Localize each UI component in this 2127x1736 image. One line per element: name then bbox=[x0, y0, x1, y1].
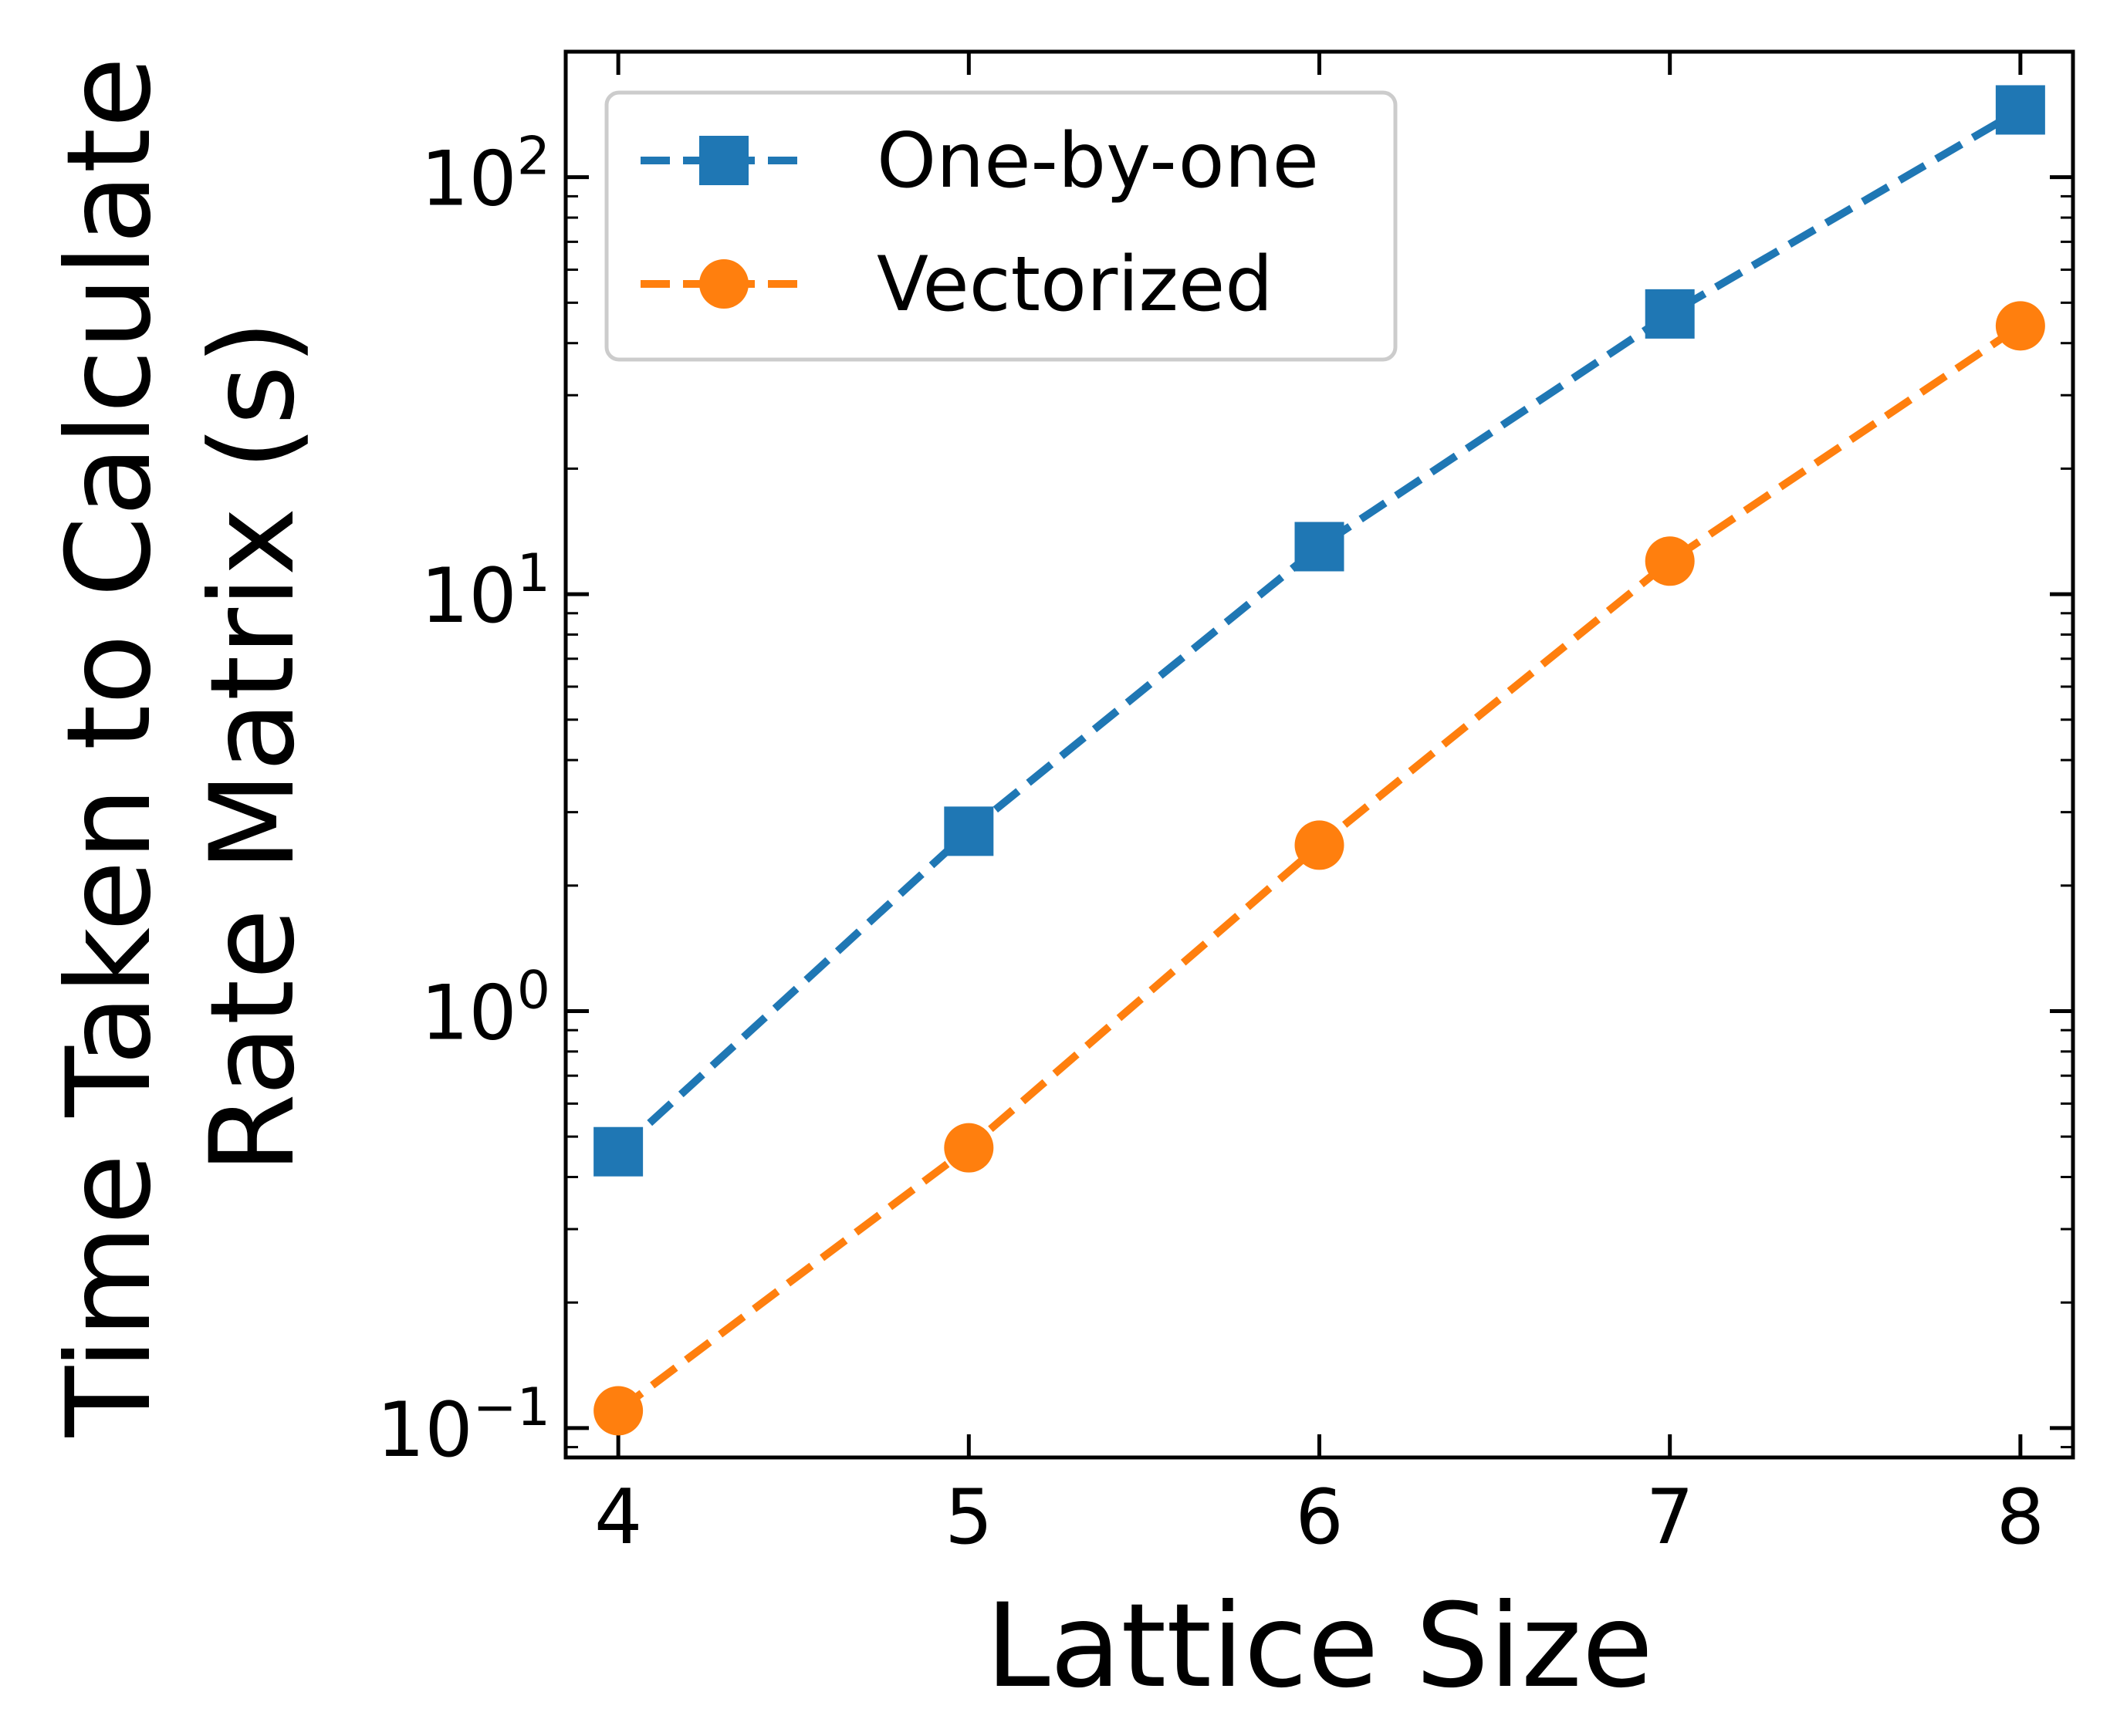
y-tick-label: 10−1 bbox=[377, 1377, 550, 1474]
y-axis-label-line-2: Rate Matrix (s) bbox=[186, 320, 320, 1174]
y-major-ticks: 10−1 100 101 102 bbox=[377, 127, 2073, 1474]
series-vectorized bbox=[593, 301, 2045, 1436]
plot-area-frame bbox=[563, 49, 2075, 1460]
legend-marker bbox=[699, 259, 749, 309]
legend-entry: Vectorized bbox=[641, 241, 1273, 329]
data-point bbox=[1294, 820, 1344, 870]
y-axis-label-line-1: Time Taken to Calculate bbox=[42, 57, 177, 1438]
x-axis-label: Lattice Size bbox=[986, 1579, 1653, 1714]
data-point bbox=[1645, 289, 1695, 339]
y-tick-label: 102 bbox=[421, 127, 550, 224]
data-point bbox=[1645, 536, 1695, 586]
series-line bbox=[615, 106, 2023, 1155]
y-tick-label: 101 bbox=[421, 543, 550, 640]
data-point bbox=[1294, 522, 1344, 572]
data-point bbox=[593, 1386, 644, 1436]
data-point bbox=[944, 1123, 994, 1173]
x-tick-label: 8 bbox=[1997, 1474, 2044, 1562]
legend-label: Vectorized bbox=[877, 241, 1273, 329]
y-tick-label: 100 bbox=[421, 960, 550, 1057]
data-point bbox=[1995, 85, 2045, 135]
y-minor-ticks bbox=[566, 50, 2073, 1449]
data-point bbox=[593, 1126, 644, 1177]
series-layer bbox=[593, 85, 2045, 1436]
legend: One-by-one Vectorized bbox=[604, 90, 1398, 362]
legend-label: One-by-one bbox=[877, 117, 1319, 205]
legend-frame bbox=[604, 90, 1398, 362]
legend-marker bbox=[699, 136, 749, 185]
legend-entry: One-by-one bbox=[641, 117, 1319, 205]
data-point bbox=[1995, 301, 2045, 351]
x-ticks: 4 5 6 7 8 bbox=[594, 52, 2044, 1562]
data-point bbox=[944, 806, 994, 856]
x-tick-label: 5 bbox=[945, 1474, 992, 1562]
x-tick-label: 4 bbox=[594, 1474, 642, 1562]
series-one-by-one bbox=[593, 85, 2045, 1177]
x-tick-label: 6 bbox=[1295, 1474, 1343, 1562]
x-tick-label: 7 bbox=[1646, 1474, 1694, 1562]
